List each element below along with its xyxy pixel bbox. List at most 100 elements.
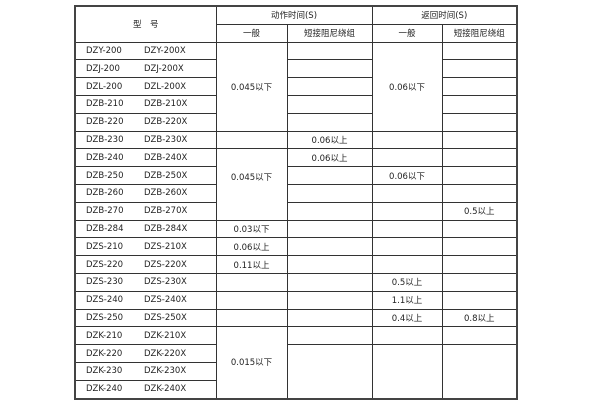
model-name: DZB-220 xyxy=(86,117,124,128)
model-name-x: DZL-200X xyxy=(144,81,187,92)
action-general-cell xyxy=(215,130,288,150)
model-cell: DZK-210 DZK-210X xyxy=(74,326,217,346)
action-short-cell xyxy=(286,166,373,185)
return-general-cell xyxy=(371,183,443,203)
action-short-cell xyxy=(286,344,373,400)
table-row: DZK-210 DZK-210X 0.015以下 xyxy=(74,326,518,400)
model-name-x: DZB-220X xyxy=(144,117,188,128)
action-short-cell xyxy=(286,112,373,132)
return-short-cell xyxy=(441,112,518,132)
table-row: DZK-220 DZK-220X xyxy=(74,344,518,400)
model-name-x: DZB-230X xyxy=(144,134,188,145)
action-short-cell xyxy=(286,59,373,79)
header-action-short: 短接阻尼绕组 xyxy=(286,23,373,43)
action-short-cell xyxy=(286,326,373,346)
model-name-x: DZB-240X xyxy=(144,152,188,163)
model-name: DZS-210 xyxy=(86,241,124,252)
table-row: DZB-230 DZB-230X 0.06以上 xyxy=(74,130,518,150)
return-general-cell xyxy=(371,219,443,239)
return-short-cell xyxy=(441,183,518,203)
model-cell: DZB-210 DZB-210X xyxy=(74,94,217,114)
return-general-cell: 0.4以上 xyxy=(371,308,443,328)
return-general-cell: 1.1以上 xyxy=(371,290,443,310)
return-short-cell xyxy=(441,130,518,150)
model-name-x: DZB-284X xyxy=(144,223,188,234)
action-short-cell xyxy=(286,41,373,61)
table-row: DZB-210 DZB-210X xyxy=(74,94,518,114)
model-name: DZJ-200 xyxy=(86,63,120,74)
model-name-x: DZK-230X xyxy=(144,366,187,377)
model-cell: DZB-260 DZB-260X xyxy=(74,183,217,203)
model-cell: DZK-220 DZK-220X xyxy=(74,344,217,363)
table-row: DZB-270 DZB-270X 0.5以上 xyxy=(74,201,518,221)
model-name: DZK-220 xyxy=(86,348,123,359)
return-short-cell: 0.8以上 xyxy=(441,308,518,328)
return-short-cell xyxy=(441,272,518,292)
table-row: DZS-250 DZS-250X 0.4以上 0.8以上 xyxy=(74,308,518,328)
model-name: DZL-200 xyxy=(86,81,123,92)
action-short-cell xyxy=(286,201,373,221)
return-general-cell xyxy=(371,255,443,274)
return-short-cell xyxy=(441,255,518,274)
model-name: DZS-240 xyxy=(86,295,124,306)
model-name-x: DZJ-200X xyxy=(144,63,184,74)
model-name: DZK-230 xyxy=(86,366,123,377)
model-name-x: DZS-240X xyxy=(144,295,187,306)
return-short-cell xyxy=(441,59,518,79)
table-row: DZJ-200 DZJ-200X xyxy=(74,59,518,79)
model-name-x: DZB-260X xyxy=(144,188,188,199)
action-general-cell: 0.11以上 xyxy=(215,255,288,274)
action-short-cell xyxy=(286,237,373,257)
action-general-cell: 0.045以下 xyxy=(215,41,288,132)
model-name-x: DZS-250X xyxy=(144,312,187,323)
return-short-cell xyxy=(441,219,518,239)
return-general-cell xyxy=(371,237,443,257)
header-action-general: 一般 xyxy=(215,23,288,43)
model-cell: DZK-240 DZK-240X xyxy=(74,379,217,400)
model-cell: DZB-270 DZB-270X xyxy=(74,201,217,221)
model-name-x: DZS-220X xyxy=(144,259,187,270)
return-short-cell xyxy=(441,166,518,185)
model-name: DZB-250 xyxy=(86,170,124,181)
action-short-cell: 0.06以上 xyxy=(286,148,373,168)
table-row: DZB-284 DZB-284X 0.03以下 xyxy=(74,219,518,239)
action-general-cell: 0.03以下 xyxy=(215,219,288,239)
relay-timing-table: 型 号 动作时间(S) 返回时间(S) 一般 短接阻尼绕组 一般 短接阻尼绕组 … xyxy=(74,5,518,400)
model-cell: DZS-220 DZS-220X xyxy=(74,255,217,274)
header-action-time: 动作时间(S) xyxy=(215,5,373,25)
model-cell: DZJ-200 DZJ-200X xyxy=(74,59,217,79)
return-general-cell xyxy=(371,201,443,221)
table-row: DZS-210 DZS-210X 0.06以上 xyxy=(74,237,518,257)
return-general-cell xyxy=(371,344,443,400)
model-name: DZB-270 xyxy=(86,206,124,217)
table-row: DZK-240 DZK-240X xyxy=(74,379,517,400)
action-general-cell xyxy=(215,272,288,292)
model-name: DZB-210 xyxy=(86,99,124,110)
action-short-cell xyxy=(286,308,373,328)
model-name: DZB-284 xyxy=(86,223,124,234)
header-return-short: 短接阻尼绕组 xyxy=(441,23,518,43)
action-short-cell xyxy=(286,290,373,310)
return-short-cell xyxy=(441,41,518,61)
table-row: DZB-220 DZB-220X xyxy=(74,112,518,132)
model-name: DZK-210 xyxy=(86,330,123,341)
model-name-x: DZK-220X xyxy=(144,348,187,359)
table-row: DZB-250 DZB-250X 0.06以下 xyxy=(74,166,518,185)
model-name: DZB-230 xyxy=(86,134,124,145)
model-name: DZB-260 xyxy=(86,188,124,199)
model-cell: DZB-220 DZB-220X xyxy=(74,112,217,132)
model-cell: DZK-230 DZK-230X xyxy=(74,361,217,381)
return-short-cell xyxy=(441,344,518,400)
action-general-cell: 0.045以下 xyxy=(215,148,288,221)
action-short-cell xyxy=(286,219,373,239)
model-name: DZY-200 xyxy=(86,45,122,56)
table-row: DZL-200 DZL-200X xyxy=(74,77,518,96)
return-short-cell xyxy=(441,290,518,310)
action-short-cell xyxy=(286,94,373,114)
return-short-cell xyxy=(441,94,518,114)
table-row: DZB-240 DZB-240X 0.045以下 0.06以上 xyxy=(74,148,518,221)
header-return-time: 返回时间(S) xyxy=(371,5,518,25)
return-short-cell xyxy=(441,77,518,96)
table-row: DZS-220 DZS-220X 0.11以上 xyxy=(74,255,518,274)
return-general-cell xyxy=(371,130,443,150)
